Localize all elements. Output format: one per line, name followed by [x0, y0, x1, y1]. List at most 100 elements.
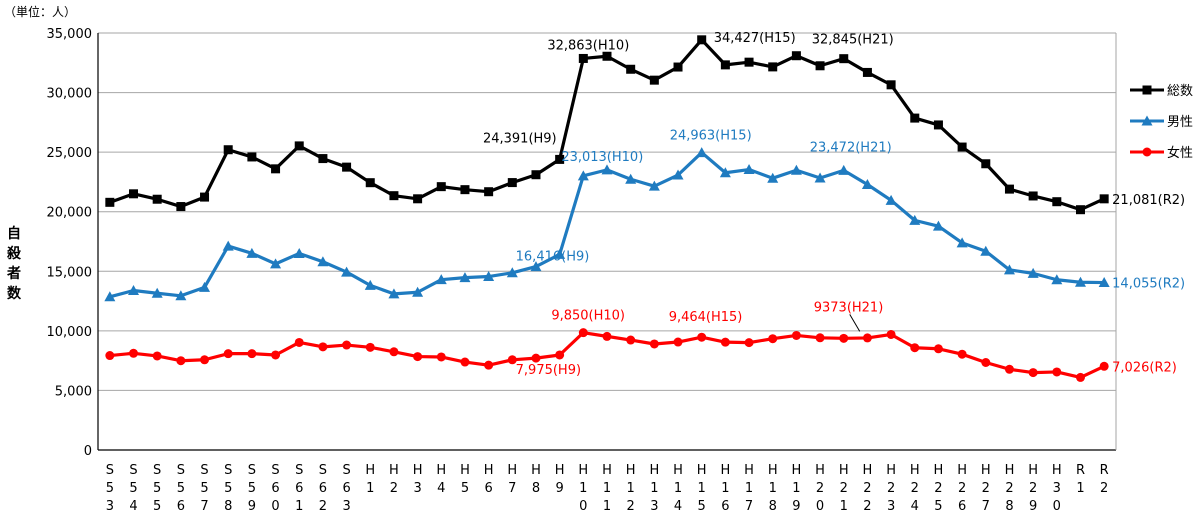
y-tick-label: 0	[84, 444, 92, 459]
data-point	[1052, 367, 1062, 377]
data-point	[672, 169, 684, 180]
data-point	[223, 349, 233, 359]
legend-marker	[1142, 147, 1152, 157]
data-point	[601, 164, 613, 175]
data-point	[697, 35, 707, 45]
data-point	[555, 350, 565, 360]
data-point	[413, 352, 423, 362]
data-label: 23,013(H10)	[561, 150, 643, 165]
data-point	[625, 173, 637, 184]
data-point	[909, 214, 921, 225]
data-point	[484, 360, 494, 370]
data-point	[365, 178, 375, 188]
series-markers	[104, 35, 1110, 382]
y-tick-label: 35,000	[47, 27, 93, 42]
y-tick-label: 20,000	[47, 206, 93, 221]
legend-label: 女性	[1167, 145, 1193, 161]
data-point	[626, 335, 636, 345]
data-point	[838, 164, 850, 175]
data-point	[247, 152, 257, 162]
data-point	[531, 353, 541, 363]
data-point	[648, 180, 660, 191]
data-point	[342, 340, 352, 350]
data-point	[839, 333, 849, 343]
data-point	[460, 357, 470, 367]
data-annotations: 24,391(H9) 32,863(H10) 34,427(H15) 32,845(H…	[483, 31, 1185, 378]
data-point	[1027, 267, 1039, 278]
data-point	[506, 267, 518, 278]
legend-label: 総数	[1167, 84, 1193, 99]
data-point	[129, 348, 139, 358]
data-point	[271, 164, 281, 174]
data-point	[1098, 277, 1110, 288]
data-point	[483, 271, 495, 282]
data-point	[577, 170, 589, 181]
data-point	[105, 351, 115, 361]
data-point	[1075, 372, 1085, 382]
data-label: 24,963(H15)	[670, 129, 752, 144]
data-point	[957, 142, 967, 152]
legend-item: 総数	[1130, 84, 1193, 99]
data-point	[768, 334, 778, 344]
legend-item: 女性	[1130, 145, 1193, 161]
data-point	[365, 342, 375, 352]
data-point	[1099, 361, 1109, 371]
data-point	[436, 352, 446, 362]
data-point	[129, 189, 139, 199]
data-label: 16,416(H9)	[516, 249, 590, 264]
data-point	[933, 344, 943, 354]
data-label: 14,055(R2)	[1112, 277, 1185, 292]
data-label: 23,472(H21)	[810, 140, 892, 155]
data-label: 21,081(R2)	[1112, 193, 1185, 208]
data-label: 32,845(H21)	[812, 33, 894, 48]
data-point	[649, 339, 659, 349]
data-point	[388, 288, 400, 299]
data-point	[294, 141, 304, 151]
data-point	[223, 145, 233, 155]
data-point	[247, 349, 257, 359]
data-label: 9,850(H10)	[551, 309, 625, 324]
data-point	[530, 261, 542, 272]
data-point	[199, 281, 211, 292]
data-point	[1099, 194, 1109, 204]
data-point	[317, 256, 329, 267]
series-line-0	[109, 38, 1105, 212]
data-point	[200, 355, 210, 365]
data-point	[318, 342, 328, 352]
data-point	[200, 192, 210, 202]
data-point	[839, 54, 849, 64]
data-point	[791, 330, 801, 340]
data-point	[1004, 184, 1014, 194]
data-point	[459, 272, 471, 283]
data-point	[886, 80, 896, 90]
data-point	[673, 62, 683, 72]
y-tick-label: 30,000	[47, 87, 93, 102]
data-point	[743, 164, 755, 175]
data-point	[602, 51, 612, 61]
data-point	[886, 329, 896, 339]
data-point	[578, 328, 588, 338]
legend-label: 男性	[1167, 115, 1193, 130]
data-point	[956, 237, 968, 248]
data-point	[980, 245, 992, 256]
y-axis-label: 自殺者数	[6, 225, 22, 302]
